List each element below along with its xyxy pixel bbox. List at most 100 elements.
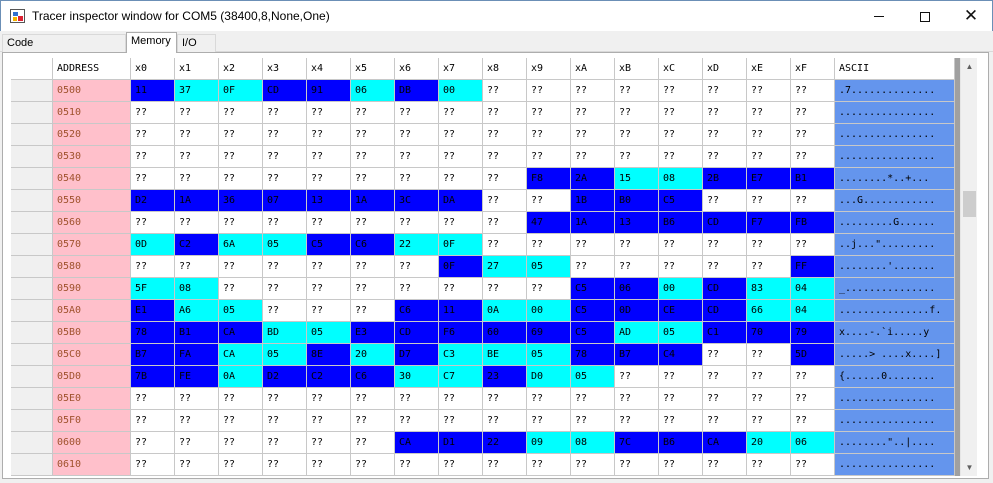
- byte-cell[interactable]: 08: [175, 278, 219, 300]
- byte-cell[interactable]: ??: [791, 146, 835, 168]
- byte-cell[interactable]: CA: [219, 322, 263, 344]
- byte-cell[interactable]: ??: [307, 432, 351, 454]
- byte-cell[interactable]: C2: [307, 366, 351, 388]
- byte-cell[interactable]: ??: [395, 454, 439, 476]
- byte-cell[interactable]: ??: [747, 146, 791, 168]
- byte-cell[interactable]: ??: [307, 256, 351, 278]
- byte-cell[interactable]: C5: [571, 278, 615, 300]
- address-cell[interactable]: 0550: [53, 190, 131, 212]
- byte-cell[interactable]: 1A: [571, 212, 615, 234]
- ascii-cell[interactable]: ................: [835, 454, 955, 476]
- row-header-cell[interactable]: [11, 454, 53, 476]
- byte-cell[interactable]: ??: [527, 234, 571, 256]
- byte-cell[interactable]: 04: [791, 300, 835, 322]
- ascii-cell[interactable]: .....> ....x....]: [835, 344, 955, 366]
- byte-cell[interactable]: CD: [703, 212, 747, 234]
- byte-cell[interactable]: FE: [175, 366, 219, 388]
- byte-cell[interactable]: ??: [219, 146, 263, 168]
- byte-cell[interactable]: ??: [131, 124, 175, 146]
- table-row[interactable]: 05E0????????????????????????????????....…: [11, 388, 955, 410]
- byte-cell[interactable]: ??: [747, 102, 791, 124]
- ascii-cell[interactable]: _...............: [835, 278, 955, 300]
- column-header[interactable]: xC: [659, 58, 703, 80]
- tab-io[interactable]: I/O: [177, 34, 216, 52]
- byte-cell[interactable]: ??: [439, 102, 483, 124]
- byte-cell[interactable]: FB: [791, 212, 835, 234]
- byte-cell[interactable]: ??: [483, 388, 527, 410]
- byte-cell[interactable]: ??: [659, 234, 703, 256]
- byte-cell[interactable]: ??: [747, 454, 791, 476]
- byte-cell[interactable]: ??: [219, 410, 263, 432]
- byte-cell[interactable]: ??: [483, 146, 527, 168]
- row-header-cell[interactable]: [11, 212, 53, 234]
- byte-cell[interactable]: 11: [439, 300, 483, 322]
- column-header[interactable]: x8: [483, 58, 527, 80]
- byte-cell[interactable]: ??: [131, 146, 175, 168]
- byte-cell[interactable]: 13: [615, 212, 659, 234]
- ascii-cell[interactable]: ...G............: [835, 190, 955, 212]
- byte-cell[interactable]: ??: [219, 212, 263, 234]
- byte-cell[interactable]: ??: [703, 146, 747, 168]
- byte-cell[interactable]: ??: [307, 388, 351, 410]
- byte-cell[interactable]: ??: [307, 278, 351, 300]
- memory-grid[interactable]: ADDRESS x0 x1 x2 x3 x4 x5 x6 x7 x8 x9 xA xB xC xD xE xF A…: [11, 58, 955, 476]
- byte-cell[interactable]: 1A: [175, 190, 219, 212]
- byte-cell[interactable]: ??: [527, 410, 571, 432]
- ascii-cell[interactable]: x....-.`i.....y: [835, 322, 955, 344]
- byte-cell[interactable]: ??: [219, 388, 263, 410]
- byte-cell[interactable]: ??: [703, 124, 747, 146]
- column-header[interactable]: x1: [175, 58, 219, 80]
- row-header-cell[interactable]: [11, 344, 53, 366]
- byte-cell[interactable]: 05: [527, 344, 571, 366]
- byte-cell[interactable]: 08: [571, 432, 615, 454]
- address-cell[interactable]: 05B0: [53, 322, 131, 344]
- byte-cell[interactable]: ??: [527, 80, 571, 102]
- byte-cell[interactable]: ??: [571, 102, 615, 124]
- scroll-down-icon[interactable]: ▼: [965, 463, 974, 472]
- table-row[interactable]: 05D0 7B FE 0A D2 C2 C6 30 C7 23 D0 05?????????? {...…: [11, 366, 955, 388]
- row-header-cell[interactable]: [11, 432, 53, 454]
- byte-cell[interactable]: 0A: [219, 366, 263, 388]
- byte-cell[interactable]: ??: [263, 432, 307, 454]
- table-row[interactable]: 0520????????????????????????????????....…: [11, 124, 955, 146]
- byte-cell[interactable]: ??: [703, 388, 747, 410]
- ascii-cell[interactable]: ........*..+...: [835, 168, 955, 190]
- byte-cell[interactable]: 5F: [131, 278, 175, 300]
- row-header-cell[interactable]: [11, 410, 53, 432]
- row-header-cell[interactable]: [11, 124, 53, 146]
- byte-cell[interactable]: 06: [791, 432, 835, 454]
- table-row[interactable]: 05A0 E1 A6 05?????? C6 11 0A 00 C5 0D CE CD 66 04....…: [11, 300, 955, 322]
- byte-cell[interactable]: ??: [747, 366, 791, 388]
- byte-cell[interactable]: ??: [351, 278, 395, 300]
- address-cell[interactable]: 05F0: [53, 410, 131, 432]
- byte-cell[interactable]: ??: [395, 278, 439, 300]
- byte-cell[interactable]: ??: [219, 102, 263, 124]
- byte-cell[interactable]: 22: [395, 234, 439, 256]
- address-cell[interactable]: 0510: [53, 102, 131, 124]
- byte-cell[interactable]: ??: [263, 124, 307, 146]
- byte-cell[interactable]: ??: [439, 212, 483, 234]
- byte-cell[interactable]: 1B: [571, 190, 615, 212]
- table-row[interactable]: 0610????????????????????????????????....…: [11, 454, 955, 476]
- byte-cell[interactable]: 05: [571, 366, 615, 388]
- row-header-cell[interactable]: [11, 300, 53, 322]
- byte-cell[interactable]: D2: [131, 190, 175, 212]
- byte-cell[interactable]: C5: [307, 234, 351, 256]
- byte-cell[interactable]: ??: [615, 80, 659, 102]
- byte-cell[interactable]: ??: [659, 256, 703, 278]
- byte-cell[interactable]: ??: [263, 102, 307, 124]
- byte-cell[interactable]: BD: [263, 322, 307, 344]
- byte-cell[interactable]: 00: [439, 80, 483, 102]
- byte-cell[interactable]: ??: [791, 234, 835, 256]
- row-header-cell[interactable]: [11, 102, 53, 124]
- byte-cell[interactable]: B6: [659, 432, 703, 454]
- byte-cell[interactable]: ??: [747, 344, 791, 366]
- table-row[interactable]: 05F0????????????????????????????????....…: [11, 410, 955, 432]
- byte-cell[interactable]: ??: [747, 80, 791, 102]
- byte-cell[interactable]: ??: [483, 454, 527, 476]
- byte-cell[interactable]: ??: [703, 410, 747, 432]
- table-row[interactable]: 0560?????????????????? 47 1A 13 B6 CD F7 FB....…: [11, 212, 955, 234]
- column-header[interactable]: x3: [263, 58, 307, 80]
- byte-cell[interactable]: ??: [483, 190, 527, 212]
- byte-cell[interactable]: ??: [395, 256, 439, 278]
